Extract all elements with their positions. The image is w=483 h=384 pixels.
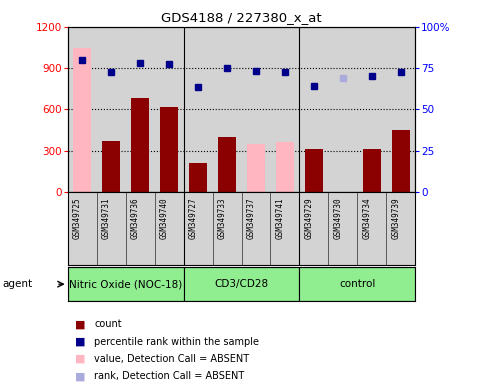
Bar: [102, 141, 120, 192]
Bar: [305, 149, 323, 192]
Bar: [184, 267, 299, 301]
Text: ■: ■: [75, 337, 85, 347]
Text: GSM349725: GSM349725: [73, 198, 82, 240]
Text: Nitric Oxide (NOC-18): Nitric Oxide (NOC-18): [69, 279, 182, 289]
Text: rank, Detection Call = ABSENT: rank, Detection Call = ABSENT: [94, 371, 244, 381]
Bar: [131, 98, 149, 192]
Text: ■: ■: [75, 371, 85, 381]
Bar: [276, 142, 294, 192]
Text: GSM349731: GSM349731: [102, 198, 111, 240]
Text: GSM349737: GSM349737: [247, 198, 256, 240]
Bar: [160, 107, 178, 192]
Text: GSM349729: GSM349729: [305, 198, 314, 240]
Text: GSM349730: GSM349730: [334, 198, 343, 240]
Bar: [363, 149, 381, 192]
Title: GDS4188 / 227380_x_at: GDS4188 / 227380_x_at: [161, 11, 322, 24]
Text: count: count: [94, 319, 122, 329]
Text: GSM349741: GSM349741: [276, 198, 285, 240]
Text: GSM349727: GSM349727: [189, 198, 198, 240]
Bar: [218, 137, 236, 192]
Text: GSM349740: GSM349740: [160, 198, 169, 240]
Text: agent: agent: [2, 279, 32, 289]
Text: percentile rank within the sample: percentile rank within the sample: [94, 337, 259, 347]
Text: GSM349734: GSM349734: [363, 198, 372, 240]
Text: control: control: [339, 279, 376, 289]
Text: GSM349736: GSM349736: [131, 198, 140, 240]
Bar: [189, 163, 207, 192]
Bar: [392, 130, 410, 192]
Bar: [247, 144, 265, 192]
Text: CD3/CD28: CD3/CD28: [214, 279, 269, 289]
Bar: [299, 267, 415, 301]
Text: value, Detection Call = ABSENT: value, Detection Call = ABSENT: [94, 354, 249, 364]
Bar: [73, 48, 91, 192]
Text: ■: ■: [75, 354, 85, 364]
Text: ■: ■: [75, 319, 85, 329]
Bar: [68, 267, 184, 301]
Text: GSM349733: GSM349733: [218, 198, 227, 240]
Text: GSM349739: GSM349739: [392, 198, 401, 240]
